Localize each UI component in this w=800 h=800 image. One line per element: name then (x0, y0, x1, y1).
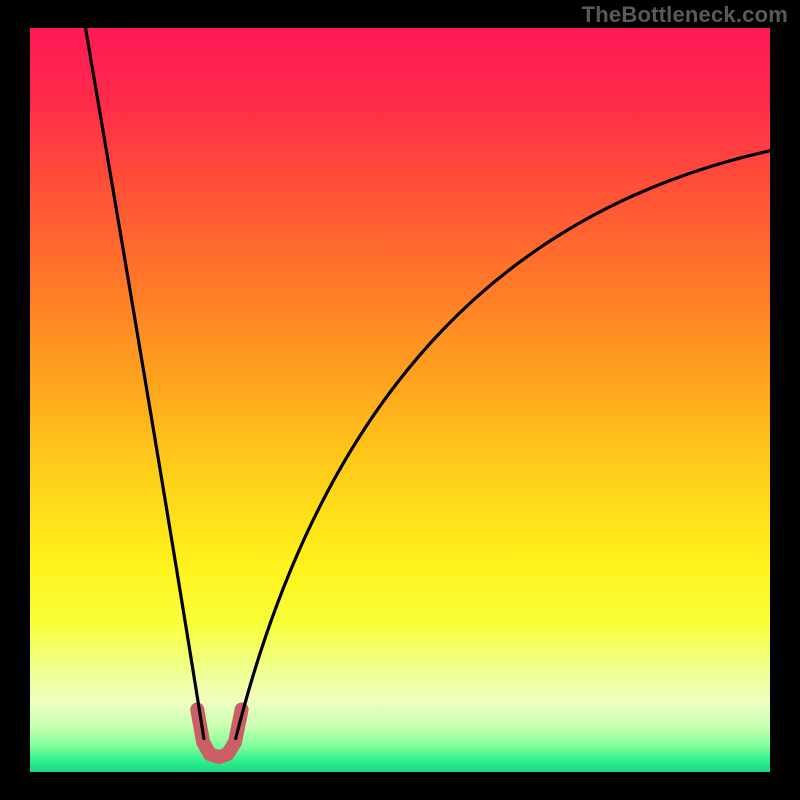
watermark-text: TheBottleneck.com (582, 2, 788, 28)
chart-plot-area (30, 28, 770, 772)
outer-frame: TheBottleneck.com (0, 0, 800, 800)
gradient-background (30, 28, 770, 772)
